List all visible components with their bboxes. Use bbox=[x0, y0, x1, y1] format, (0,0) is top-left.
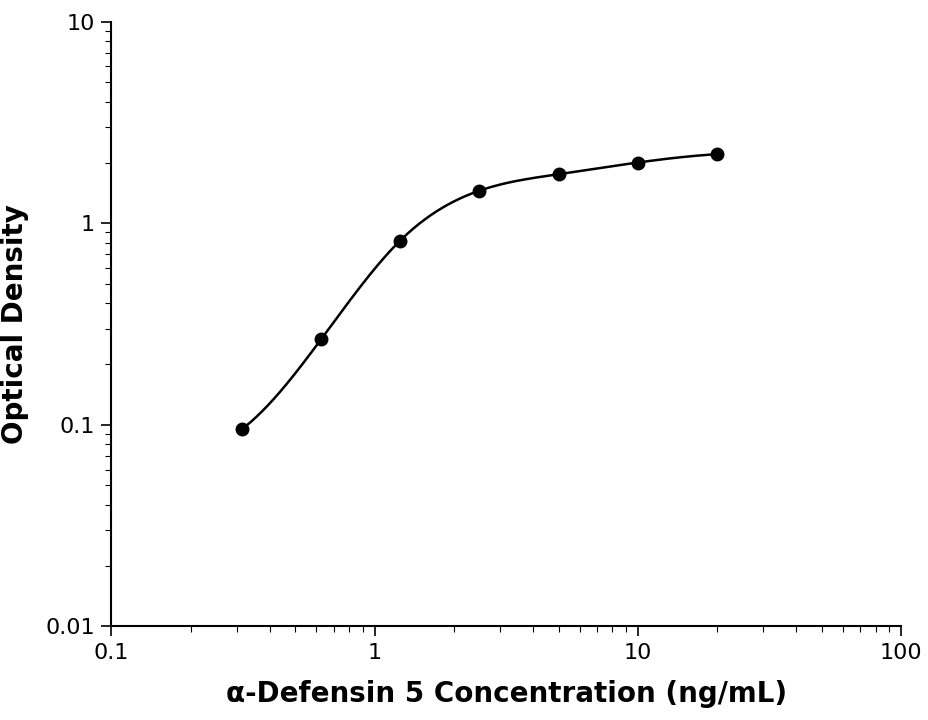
Y-axis label: Optical Density: Optical Density bbox=[1, 204, 29, 444]
X-axis label: α-Defensin 5 Concentration (ng/mL): α-Defensin 5 Concentration (ng/mL) bbox=[226, 680, 786, 708]
